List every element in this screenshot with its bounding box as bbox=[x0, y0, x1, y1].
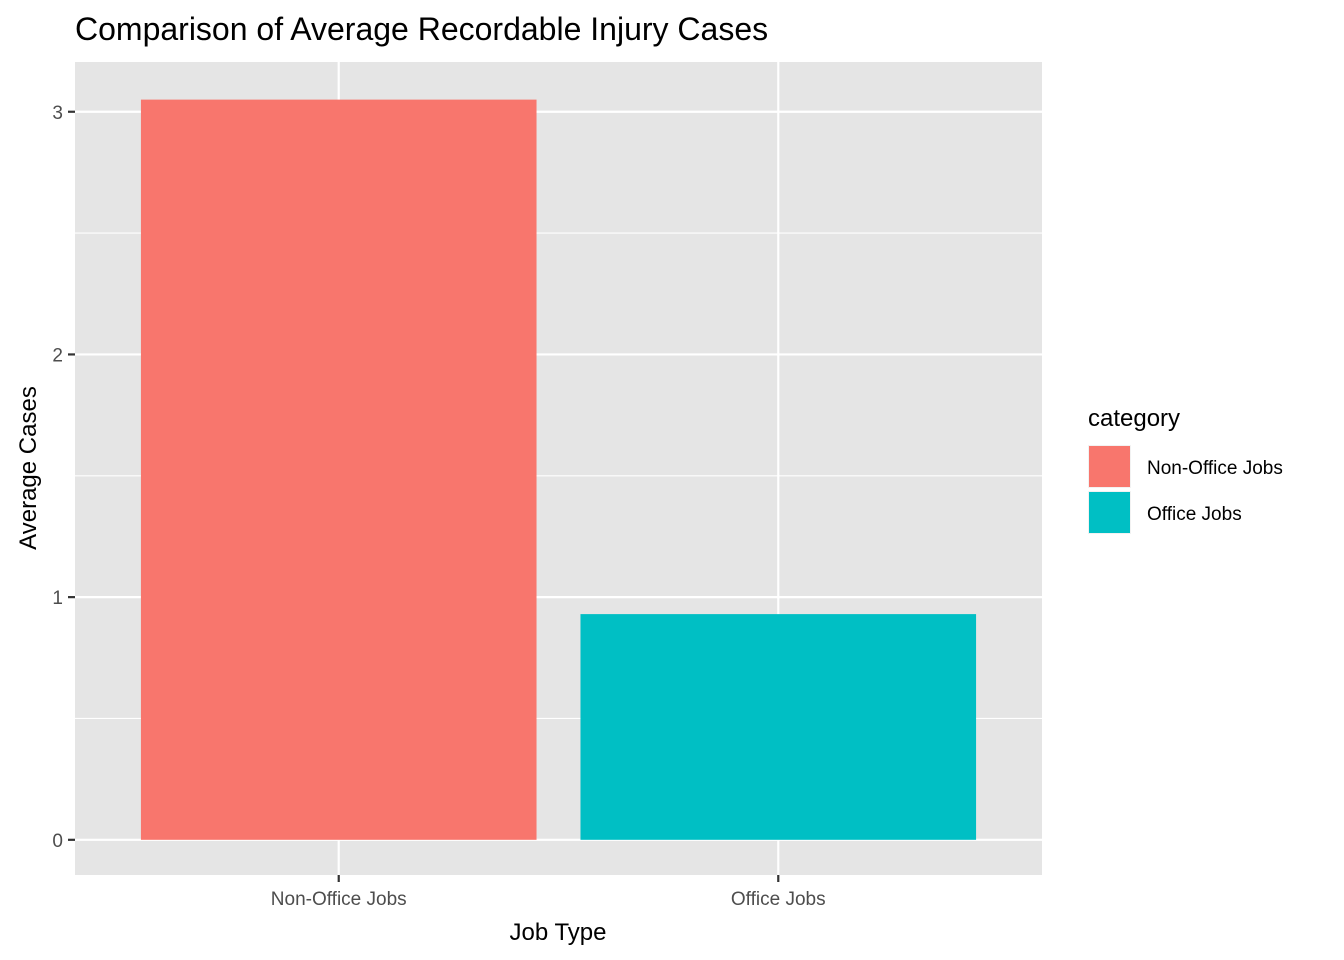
legend-label: Office Jobs bbox=[1147, 504, 1242, 525]
y-axis-title: Average Cases bbox=[15, 386, 42, 550]
bars bbox=[140, 99, 977, 840]
x-tick-label: Non-Office Jobs bbox=[271, 889, 407, 910]
y-tick-label: 3 bbox=[52, 103, 63, 124]
x-axis: Non-Office Jobs Office Jobs bbox=[271, 875, 826, 910]
y-axis: 0 1 2 3 bbox=[52, 103, 75, 852]
legend: category Non-Office Jobs Office Jobs bbox=[1088, 405, 1283, 534]
chart-title: Comparison of Average Recordable Injury … bbox=[75, 11, 768, 47]
y-tick-label: 2 bbox=[52, 345, 63, 366]
bar-2 bbox=[580, 614, 977, 840]
x-tick-label: Office Jobs bbox=[731, 889, 826, 910]
legend-label: Non-Office Jobs bbox=[1147, 458, 1283, 479]
legend-title: category bbox=[1088, 405, 1180, 432]
y-tick-label: 1 bbox=[52, 588, 63, 609]
bar-1 bbox=[140, 99, 537, 840]
legend-swatch bbox=[1089, 492, 1130, 533]
y-tick-label: 0 bbox=[52, 831, 63, 852]
x-axis-title: Job Type bbox=[510, 919, 607, 946]
legend-swatch bbox=[1089, 446, 1130, 487]
legend-items: Non-Office Jobs Office Jobs bbox=[1088, 445, 1283, 534]
